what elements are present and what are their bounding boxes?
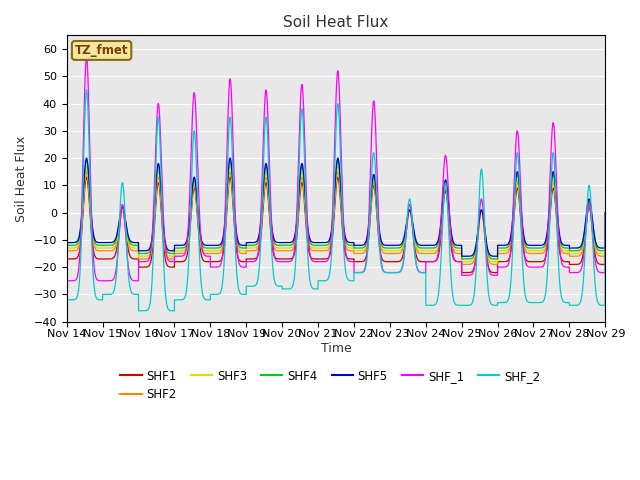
SHF_2	[427, 302, 435, 308]
SHF3	[457, 248, 465, 253]
SHF1	[458, 270, 465, 276]
SHF1	[602, 210, 609, 216]
SHF_2	[488, 301, 495, 307]
SHF3	[602, 210, 609, 216]
SHF1	[601, 262, 609, 267]
SHF1	[160, 241, 168, 247]
SHF5	[316, 240, 324, 245]
SHF_1	[160, 221, 168, 227]
SHF2	[227, 169, 234, 175]
SHF_1	[601, 270, 609, 276]
SHF4	[427, 245, 435, 251]
SHF5	[488, 253, 495, 259]
SHF5	[458, 253, 465, 259]
SHF_2	[83, 87, 90, 93]
SHF1	[63, 256, 70, 262]
Line: SHF5: SHF5	[67, 158, 605, 256]
SHF_1	[457, 259, 465, 264]
SHF_1	[63, 278, 70, 284]
SHF_1	[427, 259, 435, 264]
SHF1	[457, 259, 465, 264]
SHF2	[316, 248, 324, 253]
SHF3	[601, 251, 609, 256]
SHF3	[458, 259, 465, 264]
SHF2	[458, 262, 465, 267]
SHF1	[316, 256, 324, 262]
SHF4	[160, 227, 168, 233]
SHF4	[457, 245, 465, 251]
Line: SHF1: SHF1	[67, 177, 605, 273]
SHF_2	[316, 278, 324, 284]
SHF3	[316, 245, 324, 251]
SHF4	[602, 210, 609, 216]
SHF2	[601, 253, 609, 259]
SHF4	[601, 248, 609, 253]
SHF_1	[602, 210, 609, 216]
Line: SHF4: SHF4	[67, 161, 605, 259]
SHF5	[427, 242, 435, 248]
Text: TZ_fmet: TZ_fmet	[75, 44, 129, 57]
SHF4	[227, 158, 234, 164]
SHF4	[458, 256, 465, 262]
SHF4	[63, 242, 70, 248]
SHF_2	[135, 308, 143, 313]
SHF5	[457, 242, 465, 248]
Line: SHF2: SHF2	[67, 172, 605, 264]
SHF3	[427, 248, 435, 253]
SHF_1	[99, 278, 106, 284]
SHF1	[427, 259, 435, 264]
SHF_1	[488, 272, 495, 277]
Legend: SHF1, SHF2, SHF3, SHF4, SHF5, SHF_1, SHF_2: SHF1, SHF2, SHF3, SHF4, SHF5, SHF_1, SHF…	[116, 365, 545, 406]
Title: Soil Heat Flux: Soil Heat Flux	[284, 15, 388, 30]
SHF5	[160, 224, 168, 230]
SHF3	[227, 163, 234, 169]
SHF_2	[601, 302, 609, 308]
SHF2	[160, 234, 168, 240]
SHF4	[488, 256, 495, 262]
SHF5	[602, 210, 609, 216]
SHF1	[227, 174, 234, 180]
SHF5	[227, 155, 234, 161]
SHF3	[488, 258, 495, 264]
SHF5	[63, 240, 70, 245]
Line: SHF3: SHF3	[67, 166, 605, 262]
Line: SHF_2: SHF_2	[67, 90, 605, 311]
SHF_2	[63, 297, 70, 303]
SHF2	[63, 248, 70, 253]
SHF2	[488, 261, 495, 267]
SHF2	[602, 210, 609, 216]
SHF2	[427, 251, 435, 256]
X-axis label: Time: Time	[321, 342, 351, 355]
Y-axis label: Soil Heat Flux: Soil Heat Flux	[15, 135, 28, 222]
SHF_2	[602, 210, 609, 216]
SHF3	[63, 245, 70, 251]
SHF3	[160, 230, 168, 236]
SHF1	[488, 269, 495, 275]
Line: SHF_1: SHF_1	[67, 57, 605, 281]
SHF_2	[457, 302, 465, 308]
SHF2	[457, 251, 465, 256]
SHF_2	[160, 262, 168, 267]
SHF_1	[316, 259, 324, 264]
SHF4	[316, 242, 324, 248]
SHF5	[601, 245, 609, 251]
SHF_1	[83, 54, 90, 60]
